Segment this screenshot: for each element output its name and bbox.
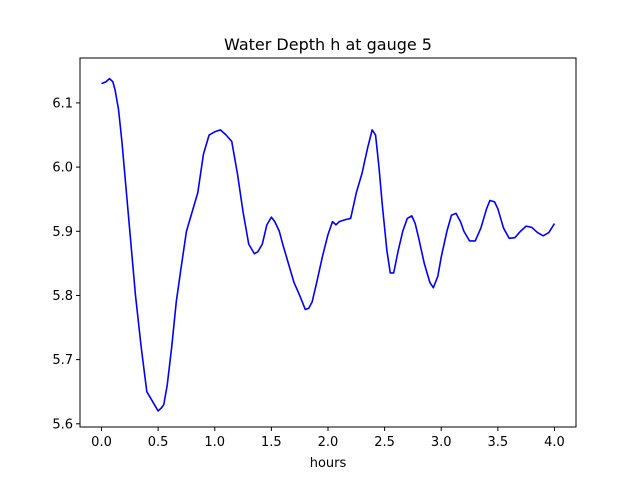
x-tick-label: 0.5: [148, 435, 169, 450]
x-tick-label: 3.0: [431, 435, 452, 450]
x-tick-label: 2.0: [318, 435, 339, 450]
plot-area: [101, 77, 556, 412]
x-axis-label: hours: [310, 456, 347, 471]
y-tick-label: 6.1: [52, 96, 73, 111]
x-tick-label: 1.5: [261, 435, 282, 450]
series-line-0: [101, 77, 556, 412]
plot-frame: [79, 57, 577, 428]
x-tick-label: 2.5: [374, 435, 395, 450]
axis-ticks: 0.0 0.5 1.0 1.5 2.0 2.5 3.0 3.5 4.0 5.6 5.7 5.8 5.9 6…: [52, 96, 565, 450]
y-tick-label: 5.6: [52, 417, 73, 432]
chart-title: Water Depth h at gauge 5: [224, 35, 432, 54]
y-tick-label: 5.8: [52, 289, 73, 304]
x-tick-label: 3.5: [488, 435, 509, 450]
y-tick-label: 5.7: [52, 353, 73, 368]
x-tick-label: 0.0: [91, 435, 112, 450]
y-tick-label: 6.0: [52, 161, 73, 176]
x-tick-label: 4.0: [544, 435, 565, 450]
x-tick-label: 1.0: [204, 435, 225, 450]
y-tick-label: 5.9: [52, 225, 73, 240]
